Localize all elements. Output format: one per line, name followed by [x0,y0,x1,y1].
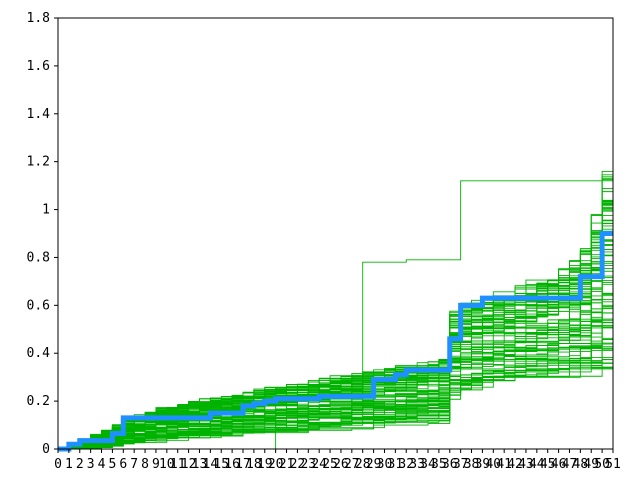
x-tick-label: 1 [65,457,73,472]
x-tick-label: 36 [442,457,458,472]
y-tick-label: 1.4 [27,107,51,122]
x-tick-label: 30 [377,457,393,472]
x-tick-label: 38 [464,457,480,472]
x-tick-label: 13 [192,457,208,472]
x-tick-label: 14 [203,457,219,472]
x-tick-label: 45 [540,457,556,472]
x-tick-label: 9 [152,457,160,472]
x-tick-label: 3 [87,457,95,472]
x-tick-label: 34 [420,457,436,472]
highlight-line [58,231,613,452]
x-tick-label: 42 [507,457,523,472]
x-tick-label: 40 [485,457,501,472]
x-tick-label: 43 [518,457,534,472]
x-tick-label: 41 [496,457,512,472]
x-tick-label: 46 [551,457,567,472]
y-tick-label: 0.8 [27,250,50,265]
x-tick-label: 18 [246,457,262,472]
x-tick-label: 37 [453,457,469,472]
ensemble-line [58,169,614,450]
x-tick-label: 2 [76,457,84,472]
x-tick-label: 31 [388,457,404,472]
x-tick-label: 12 [181,457,197,472]
ensemble-line [58,185,614,450]
y-tick-label: 1.8 [27,11,50,26]
ensemble-line [58,282,614,450]
y-tick-label: 0.4 [27,346,51,361]
x-tick-label: 39 [475,457,491,472]
x-tick-label: 29 [366,457,382,472]
x-tick-label: 7 [130,457,138,472]
x-tick-label: 28 [355,457,371,472]
y-tick-label: 0 [42,442,50,457]
x-tick-label: 8 [141,457,149,472]
x-tick-label: 20 [268,457,284,472]
x-tick-label: 23 [300,457,316,472]
x-tick-label: 47 [562,457,578,472]
x-tick-label: 48 [573,457,589,472]
ensemble-line [58,170,614,450]
ensemble-line [58,275,614,450]
x-axis-ticks: 0 1 2 3 4 5 6 7 8 9 101112131415161718192021222324… [54,449,621,472]
y-tick-label: 0.6 [27,298,50,313]
x-tick-label: 27 [344,457,360,472]
x-tick-label: 21 [279,457,295,472]
ensemble-line [58,170,614,450]
x-tick-label: 26 [333,457,349,472]
x-tick-label: 51 [605,457,621,472]
x-tick-label: 32 [398,457,414,472]
x-tick-label: 17 [235,457,251,472]
ensemble-line [58,308,614,450]
y-tick-label: 0.2 [27,394,50,409]
x-tick-label: 22 [290,457,306,472]
y-tick-label: 1 [42,203,50,218]
x-tick-label: 15 [213,457,229,472]
x-tick-label: 25 [322,457,338,472]
x-tick-label: 0 [54,457,62,472]
x-tick-label: 10 [159,457,175,472]
y-axis-ticks: 0 0.2 0.4 0.6 0.8 1 1.2 1.4 1.6 1.8 [27,11,58,457]
x-tick-label: 49 [583,457,599,472]
x-tick-label: 6 [119,457,127,472]
x-tick-label: 16 [224,457,240,472]
x-tick-label: 24 [311,457,327,472]
x-tick-label: 11 [170,457,186,472]
x-tick-label: 4 [98,457,106,472]
y-tick-label: 1.2 [27,155,50,170]
axes [57,17,614,450]
x-tick-label: 35 [431,457,447,472]
y-tick-label: 1.6 [27,59,50,74]
x-tick-label: 33 [409,457,425,472]
x-tick-label: 19 [257,457,273,472]
ensemble-line [58,362,613,450]
x-tick-label: 44 [529,457,545,472]
x-tick-label: 50 [594,457,610,472]
x-tick-label: 5 [108,457,116,472]
plot-frame [57,17,614,450]
highlight-series-group [58,231,613,452]
ensemble-series-group [58,41,614,450]
